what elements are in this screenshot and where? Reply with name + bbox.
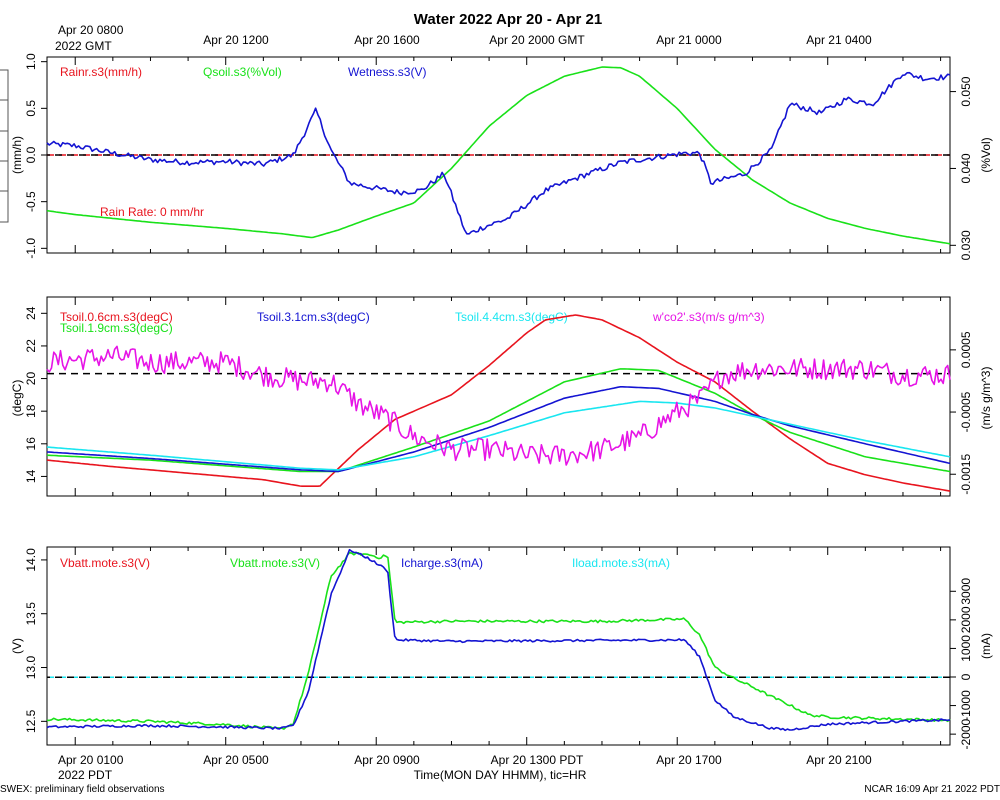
top-axis-first-label-line2: 2022 GMT — [55, 39, 112, 53]
footer-right: NCAR 16:09 Apr 21 2022 PDT — [864, 784, 1000, 795]
left-y-tick-label: 18 — [24, 404, 38, 418]
bottom-axis-tick-label: Apr 20 2100 — [806, 753, 872, 767]
left-y-tick-label: 24 — [24, 306, 38, 320]
series-vbatt-mote-s3-line — [46, 551, 951, 730]
series-wetness-s3-line — [46, 71, 951, 235]
right-y-tick-label: -0.0005 — [959, 391, 973, 432]
top-axis-tick-label: Apr 21 0400 — [806, 33, 872, 47]
panel-battery-current: Vbatt.mote.s3(V) Vbatt.mote.s3(V) Icharg… — [10, 546, 993, 749]
bottom-axis-tick-label: Apr 20 1700 — [656, 753, 722, 767]
right-y-tick-label: 0.030 — [959, 230, 973, 260]
top-axis-tick-label: Apr 20 1200 — [203, 33, 269, 47]
series-tsoil-1-9cm-s3-line — [46, 368, 951, 473]
chart-title: Water 2022 Apr 20 - Apr 21 — [414, 11, 602, 28]
panel-frame — [46, 296, 951, 497]
legend-icharge: Icharge.s3(mA) — [401, 556, 483, 570]
right-axis-label: (%Vol) — [979, 137, 993, 172]
left-y-tick-label: 12.5 — [24, 709, 38, 733]
right-y-tick-label: 0 — [959, 673, 973, 680]
bottom-axis-first-label-line2: 2022 PDT — [58, 768, 113, 782]
panel-rain-soil-wetness: Rainr.s3(mm/h) Qsoil.s3(%Vol) Wetness.s3… — [10, 53, 993, 260]
legend-vbatt-red: Vbatt.mote.s3(V) — [60, 556, 150, 570]
panel-soil-temperature: Tsoil.0.6cm.s3(degC) Tsoil.1.9cm.s3(degC… — [10, 296, 993, 497]
top-time-axis: Apr 20 0800 2022 GMT Apr 20 1200 Apr 20 … — [55, 23, 872, 53]
legend-tsoil-3-1cm: Tsoil.3.1cm.s3(degC) — [257, 310, 370, 324]
left-axis-label: (V) — [10, 638, 24, 654]
bottom-axis-tick-label: Apr 20 0500 — [203, 753, 269, 767]
panel-frame — [46, 546, 951, 746]
x-axis-title: Time(MON DAY HHMM), tic=HR — [414, 768, 587, 782]
left-y-tick-label: 0.5 — [24, 100, 38, 117]
legend-rainr: Rainr.s3(mm/h) — [60, 65, 142, 79]
right-y-tick-label: 1000 — [959, 635, 973, 662]
right-y-tick-label: -1000 — [959, 690, 973, 721]
rain-rate-annotation: Rain Rate: 0 mm/hr — [100, 205, 204, 219]
top-axis-tick-label: Apr 21 0000 — [656, 33, 722, 47]
left-y-tick-label: 20 — [24, 372, 38, 386]
left-y-tick-label: 1.0 — [24, 53, 38, 70]
series-icharge-s3-line — [46, 548, 951, 732]
legend-wetness: Wetness.s3(V) — [348, 65, 426, 79]
right-y-tick-label: 0.050 — [959, 76, 973, 106]
bottom-axis-tick-label: Apr 20 1300 PDT — [491, 753, 584, 767]
left-y-tick-label: 14 — [24, 469, 38, 483]
left-y-tick-label: 13.0 — [24, 656, 38, 680]
legend-vbatt-green: Vbatt.mote.s3(V) — [230, 556, 320, 570]
legend-qsoil: Qsoil.s3(%Vol) — [203, 65, 282, 79]
legend-wco2: w'co2'.s3(m/s g/m^3) — [652, 310, 765, 324]
scroll-handle[interactable] — [0, 69, 9, 223]
right-y-tick-label: -0.0015 — [959, 454, 973, 495]
left-y-tick-label: 14.0 — [24, 548, 38, 572]
top-axis-first-label-line1: Apr 20 0800 — [58, 23, 124, 37]
left-y-tick-label: 13.5 — [24, 602, 38, 626]
legend-tsoil-1-9cm: Tsoil.1.9cm.s3(degC) — [60, 321, 173, 335]
legend-tsoil-4-4cm: Tsoil.4.4cm.s3(degC) — [455, 310, 568, 324]
left-y-tick-label: -1.0 — [24, 238, 38, 259]
left-axis-label: (mm/h) — [10, 136, 24, 174]
right-axis-label: (m/s g/m^3) — [979, 367, 993, 430]
right-y-tick-label: 0.040 — [959, 153, 973, 183]
right-axis-label: (mA) — [979, 633, 993, 659]
top-axis-tick-label: Apr 20 1600 — [354, 33, 420, 47]
right-y-tick-label: 2000 — [959, 606, 973, 633]
bottom-axis-first-label-line1: Apr 20 0100 — [58, 753, 124, 767]
series-tsoil-0-6cm-s3-line — [46, 314, 951, 492]
legend-iload: Iload.mote.s3(mA) — [572, 556, 670, 570]
footer-left: SWEX: preliminary field observations — [0, 784, 165, 795]
series-tsoil-4-4cm-s3-line — [46, 400, 951, 471]
left-y-tick-label: 16 — [24, 437, 38, 451]
top-axis-tick-label: Apr 20 2000 GMT — [489, 33, 585, 47]
right-y-tick-label: -2000 — [959, 718, 973, 749]
legend-tsoil-0-6cm: Tsoil.0.6cm.s3(degC) — [60, 310, 173, 324]
left-y-tick-label: 22 — [24, 339, 38, 353]
bottom-axis-tick-label: Apr 20 0900 — [354, 753, 420, 767]
left-y-tick-label: 0.0 — [24, 146, 38, 163]
series-w-co2-s3-line — [46, 345, 951, 466]
series-tsoil-3-1cm-s3-line — [46, 386, 951, 473]
series-qsoil-s3-line — [46, 66, 951, 245]
left-axis-label: (degC) — [10, 380, 24, 417]
left-y-tick-label: -0.5 — [24, 191, 38, 212]
right-y-tick-label: 3000 — [959, 578, 973, 605]
right-y-tick-label: 0.0005 — [959, 331, 973, 368]
bottom-time-axis: Apr 20 0100 2022 PDT Apr 20 0500 Apr 20 … — [58, 753, 872, 782]
